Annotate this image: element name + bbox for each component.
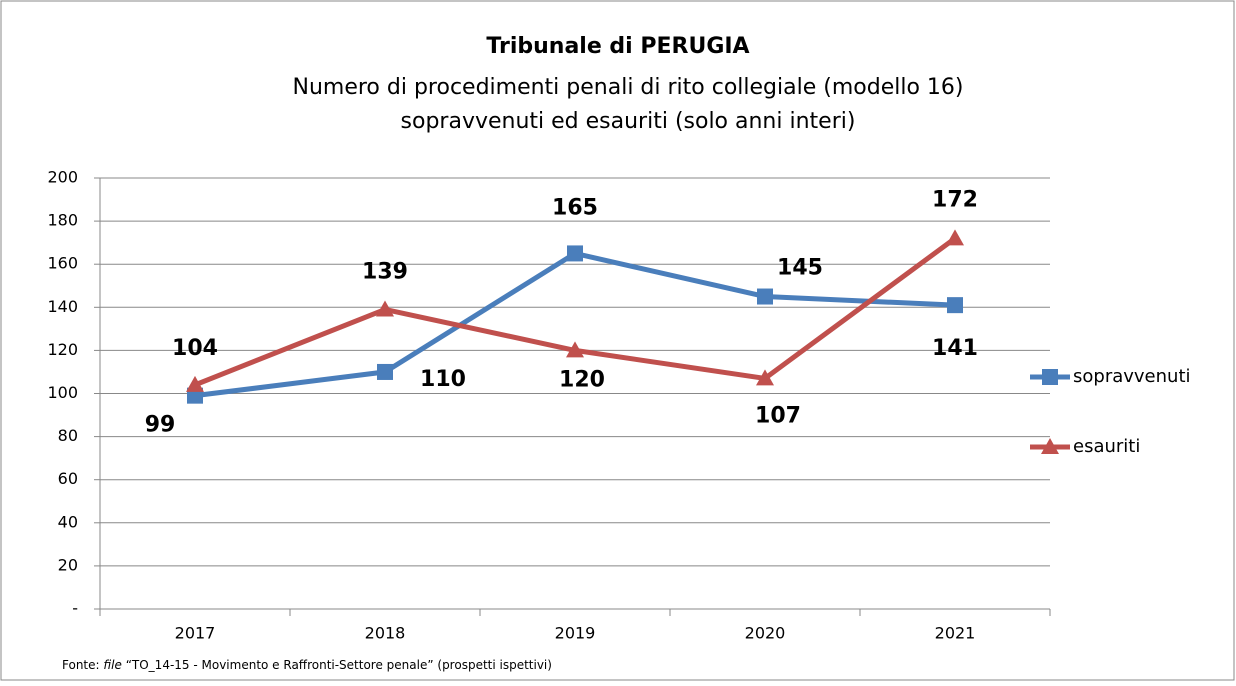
point-marker	[377, 363, 393, 380]
y-tick-label: 100	[47, 383, 78, 402]
point-marker	[756, 369, 774, 386]
chart-subtitle: sopravvenuti ed esauriti (solo anni inte…	[401, 109, 856, 134]
data-label: 107	[755, 403, 801, 428]
y-tick-label: 40	[58, 512, 78, 531]
legend-label: esauriti	[1073, 436, 1140, 457]
source-note: Fonte: file “TO_14-15 - Movimento e Raff…	[62, 658, 552, 672]
data-label: 99	[145, 413, 176, 438]
data-label: 141	[932, 336, 978, 361]
legend-marker	[1041, 438, 1059, 454]
point-marker	[567, 245, 583, 262]
data-label: 110	[420, 367, 466, 392]
point-marker	[757, 288, 773, 305]
x-tick-label: 2017	[175, 624, 216, 643]
y-tick-label: 160	[47, 254, 78, 273]
y-tick-label: 180	[47, 211, 78, 230]
y-tick-label: 60	[58, 469, 78, 488]
x-tick-label: 2021	[935, 624, 976, 643]
point-marker	[376, 300, 394, 317]
data-label: 104	[172, 336, 218, 361]
legend-marker	[1042, 369, 1058, 385]
source-italic: file	[103, 658, 121, 672]
point-marker	[947, 297, 963, 314]
chart-title: Tribunale di PERUGIA	[486, 34, 749, 59]
y-tick-label: 120	[47, 340, 78, 359]
data-label: 145	[777, 256, 823, 281]
legend-label: sopravvenuti	[1073, 366, 1191, 387]
source-prefix: Fonte:	[62, 658, 100, 672]
point-marker	[186, 375, 204, 392]
data-label: 172	[932, 187, 978, 212]
x-tick-label: 2019	[555, 624, 596, 643]
y-tick-label: -	[72, 599, 78, 618]
y-tick-label: 20	[58, 555, 78, 574]
data-label: 120	[559, 367, 605, 392]
data-label: 139	[362, 259, 408, 284]
y-tick-label: 140	[47, 297, 78, 316]
x-tick-label: 2020	[745, 624, 786, 643]
source-rest: “TO_14-15 - Movimento e Raffronti-Settor…	[126, 658, 552, 672]
x-tick-label: 2018	[365, 624, 406, 643]
data-label: 165	[552, 195, 598, 220]
chart-subtitle: Numero di procedimenti penali di rito co…	[293, 75, 964, 100]
y-tick-label: 80	[58, 426, 78, 445]
point-marker	[566, 341, 584, 358]
y-tick-label: 200	[47, 168, 78, 187]
point-marker	[946, 229, 964, 246]
